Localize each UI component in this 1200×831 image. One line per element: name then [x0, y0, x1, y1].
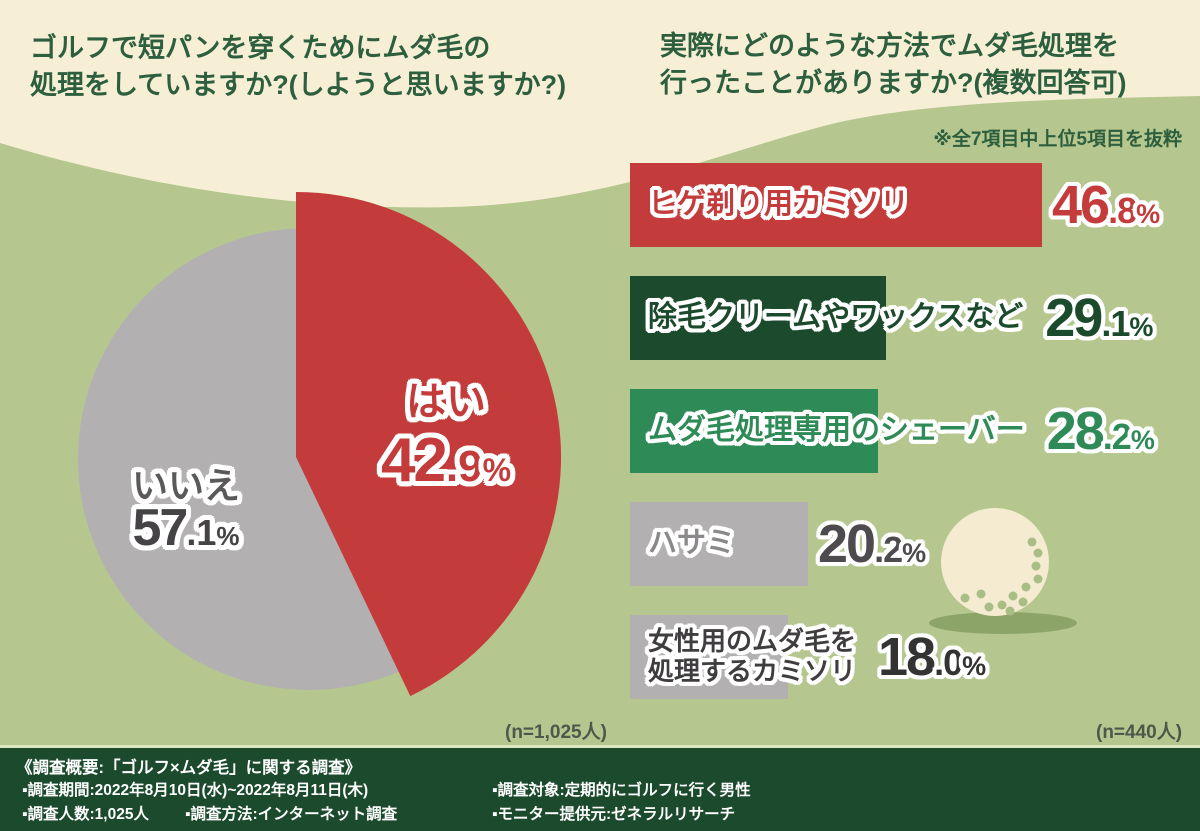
bar-row: ハサミ 20.2%: [630, 502, 1196, 586]
bar-value: 29.1%: [1045, 288, 1154, 348]
bar-track: 女性用のムダ毛を 処理するカミソリ: [630, 615, 868, 699]
bar-row: ヒゲ剃り用カミソリ 46.8%: [630, 163, 1196, 247]
pie-sample-size: (n=1,025人): [505, 722, 607, 743]
bar-fill: [630, 163, 1042, 247]
bar-value: 20.2%: [818, 514, 927, 574]
pie-label-no: いいえ: [131, 465, 240, 506]
pie-slice-yes: [296, 192, 562, 697]
bar-track: 除毛クリームやワックスなど: [630, 276, 1035, 360]
pie-value-no: 57.1%: [132, 499, 240, 557]
pie-label-yes: はい: [406, 380, 486, 424]
bar-row: 除毛クリームやワックスなど 29.1%: [630, 276, 1196, 360]
survey-method: ▪調査方法:インターネット調査: [184, 806, 398, 823]
survey-target: ▪調査対象:定期的にゴルフに行く男性: [492, 782, 751, 799]
bar-value: 18.0%: [878, 627, 987, 687]
bar-value: 28.2%: [1046, 401, 1155, 461]
bar-track: ムダ毛処理専用のシェーバー: [630, 389, 1037, 473]
bar-category-label: ハサミ: [648, 527, 736, 560]
bar-chart: ヒゲ剃り用カミソリ 46.8% 除毛クリームやワックスなど 29.1% ムダ毛処理専用の…: [630, 163, 1196, 728]
survey-period: ▪調査期間:2022年8月10日(水)~2022年8月11日(木): [22, 782, 369, 799]
bar-track: ヒゲ剃り用カミソリ: [630, 163, 1042, 247]
left-question-title: ゴルフで短パンを穿くためにムダ毛の 処理をしていますか?(しようと思いますか?): [30, 33, 567, 100]
cream-wave-background: [0, 0, 1200, 208]
bar-value: 46.8%: [1052, 175, 1161, 235]
pie-chart: [78, 192, 562, 697]
bar-row: ムダ毛処理専用のシェーバー 28.2%: [630, 389, 1196, 473]
bar-category-label: ヒゲ剃り用カミソリ: [648, 188, 910, 221]
bar-fill: [630, 276, 886, 360]
bar-fill: [630, 615, 788, 699]
survey-details-right: ▪調査対象:定期的にゴルフに行く男性 ▪モニター提供元:ゼネラルリサーチ: [492, 779, 751, 827]
pie-value-yes: 42.9%: [380, 426, 512, 495]
bar-category-label: ムダ毛処理専用のシェーバー: [648, 414, 1025, 447]
survey-overview-footer: 《調査概要:「ゴルフ×ムダ毛」に関する調査》 ▪調査期間:2022年8月10日(…: [0, 745, 1200, 831]
bar-fill: [630, 502, 808, 586]
survey-details-left: ▪調査期間:2022年8月10日(水)~2022年8月11日(木) ▪調査人数:…: [22, 779, 397, 827]
bar-track: ハサミ: [630, 502, 808, 586]
golf-ball-illustration: [929, 508, 1077, 634]
bar-fill: [630, 389, 878, 473]
survey-monitor: ▪モニター提供元:ゼネラルリサーチ: [492, 806, 736, 823]
bar-row: 女性用のムダ毛を 処理するカミソリ 18.0%: [630, 615, 1196, 699]
golf-ball-dimples: [960, 537, 1043, 616]
golf-ball: [941, 508, 1049, 616]
bar-sample-size: (n=440人): [1096, 722, 1183, 743]
bar-category-label: 女性用のムダ毛を 処理するカミソリ: [648, 626, 857, 686]
top5-note: ※全7項目中上位5項目を抜粋: [933, 129, 1182, 150]
bar-category-label: 除毛クリームやワックスなど: [648, 301, 1024, 334]
survey-overview-title: 《調査概要:「ゴルフ×ムダ毛」に関する調査》: [16, 759, 362, 777]
survey-count: ▪調査人数:1,025人: [22, 806, 149, 823]
right-question-title: 実際にどのような方法でムダ毛処理を 行ったことがありますか?(複数回答可): [660, 31, 1127, 98]
golf-ball-shadow: [929, 612, 1077, 634]
